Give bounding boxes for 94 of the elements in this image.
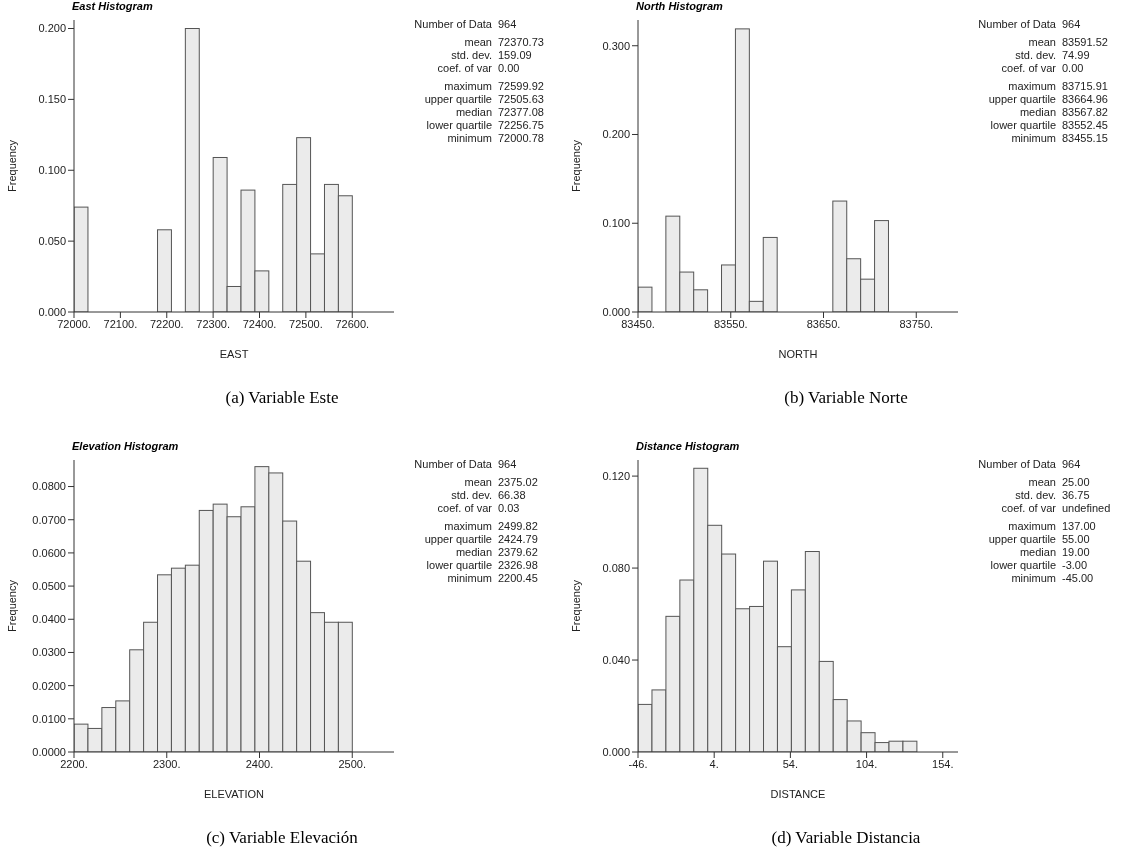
x-tick-label: 83550. xyxy=(713,317,748,330)
text: maximum 72599.92 xyxy=(443,80,544,93)
y-tick-label: 0.0000 xyxy=(32,745,66,758)
text: coef. of var undefined xyxy=(1000,502,1111,515)
text: median 83567.82 xyxy=(1018,106,1108,119)
y-tick-label: 0.050 xyxy=(38,235,66,248)
y-tick-label: 0.000 xyxy=(602,305,630,318)
x-tick-label: 72100. xyxy=(103,317,138,330)
y-tick-label: 0.0300 xyxy=(32,646,66,659)
text: median 19.00 xyxy=(1018,546,1090,559)
text: std. dev. 66.38 xyxy=(450,489,526,502)
text: lower quartile 72256.75 xyxy=(425,119,544,132)
text: lower quartile 83552.45 xyxy=(989,119,1108,132)
text: upper quartile 55.00 xyxy=(987,533,1090,546)
y-axis-title: Frequency xyxy=(569,139,582,192)
text: upper quartile 72505.63 xyxy=(423,93,544,106)
y-tick-label: 0.080 xyxy=(602,561,630,574)
text: Number of Data 964 xyxy=(977,18,1081,31)
text: minimum 72000.78 xyxy=(446,132,544,145)
y-tick-label: 0.000 xyxy=(602,745,630,758)
x-tick-label: 72000. xyxy=(57,317,91,330)
text: minimum -45.00 xyxy=(1010,572,1094,585)
x-axis-title: NORTH xyxy=(778,348,818,360)
y-tick-label: 0.100 xyxy=(38,164,66,177)
y-tick-label: 0.0700 xyxy=(32,513,66,526)
x-axis-title: DISTANCE xyxy=(770,788,826,800)
x-tick-label: 2500. xyxy=(338,757,367,770)
y-tick-label: 0.0500 xyxy=(32,580,66,592)
chart-title: East Histogram xyxy=(72,0,153,12)
y-tick-label: 0.0800 xyxy=(32,480,66,493)
y-tick-label: 0.200 xyxy=(602,128,630,141)
x-tick-label: 83450. xyxy=(621,317,655,330)
x-tick-label: 4. xyxy=(709,757,719,770)
text: Number of Data 964 xyxy=(977,458,1081,471)
x-tick-label: 72200. xyxy=(149,317,184,330)
text: coef. of var 0.00 xyxy=(1000,62,1084,75)
text: std. dev. 36.75 xyxy=(1014,489,1090,502)
x-tick-label: 72500. xyxy=(289,317,323,330)
x-tick-label: 83650. xyxy=(806,317,841,330)
x-tick-label: 72300. xyxy=(196,317,230,330)
x-tick-label: 104. xyxy=(855,757,878,770)
chart-title: Elevation Histogram xyxy=(72,440,179,452)
x-tick-label: 2200. xyxy=(60,757,88,770)
text: mean 83591.52 xyxy=(1027,36,1108,49)
y-tick-label: 0.300 xyxy=(602,39,630,52)
text: std. dev. 159.09 xyxy=(450,49,532,62)
text: coef. of var 0.03 xyxy=(436,502,520,515)
y-axis-title: Frequency xyxy=(569,579,582,632)
chart-title: North Histogram xyxy=(636,0,723,12)
text: (b) Variable Norte xyxy=(783,388,909,408)
text: mean 72370.73 xyxy=(463,36,544,49)
y-tick-label: 0.200 xyxy=(38,22,66,35)
text: maximum 83715.91 xyxy=(1007,80,1108,93)
text: (a) Variable Este xyxy=(224,388,340,408)
text: mean 25.00 xyxy=(1027,476,1090,489)
x-tick-label: -46. xyxy=(628,757,648,770)
y-tick-label: 0.0200 xyxy=(32,679,66,692)
x-tick-label: 2400. xyxy=(245,757,274,770)
text: Number of Data 964 xyxy=(413,18,517,31)
x-tick-label: 54. xyxy=(782,757,799,770)
y-axis-title: Frequency xyxy=(5,139,18,192)
x-axis-title: EAST xyxy=(219,348,249,360)
text: upper quartile 83664.96 xyxy=(987,93,1108,106)
y-tick-label: 0.0400 xyxy=(32,613,66,626)
y-tick-label: 0.150 xyxy=(38,93,66,106)
text: (d) Variable Distancia xyxy=(770,828,922,848)
chart-title: Distance Histogram xyxy=(636,440,740,452)
x-tick-label: 83750. xyxy=(899,317,934,330)
text: std. dev. 74.99 xyxy=(1014,49,1090,62)
x-tick-label: 72600. xyxy=(335,317,370,330)
y-tick-label: 0.040 xyxy=(602,653,630,666)
text: maximum 137.00 xyxy=(1007,520,1096,533)
y-tick-label: 0.100 xyxy=(602,217,630,230)
x-tick-label: 154. xyxy=(932,757,954,770)
x-axis-title: ELEVATION xyxy=(203,788,265,800)
text: mean 2375.02 xyxy=(463,476,538,489)
y-tick-label: 0.0100 xyxy=(32,712,66,725)
text: Number of Data 964 xyxy=(413,458,517,471)
x-tick-label: 2300. xyxy=(152,757,181,770)
text: minimum 2200.45 xyxy=(446,572,538,585)
text: upper quartile 2424.79 xyxy=(423,533,538,546)
x-tick-label: 72400. xyxy=(242,317,277,330)
y-tick-label: 0.0600 xyxy=(32,546,66,559)
text: minimum 83455.15 xyxy=(1010,132,1108,145)
text: maximum 2499.82 xyxy=(443,520,538,533)
text: lower quartile 2326.98 xyxy=(425,559,538,572)
text: coef. of var 0.00 xyxy=(436,62,520,75)
text: (c) Variable Elevación xyxy=(205,828,359,848)
y-axis-title: Frequency xyxy=(5,579,18,632)
y-tick-label: 0.000 xyxy=(38,305,66,318)
text: median 72377.08 xyxy=(454,106,544,119)
text: lower quartile -3.00 xyxy=(989,559,1088,572)
text: median 2379.62 xyxy=(454,546,538,559)
y-tick-label: 0.120 xyxy=(602,470,630,482)
